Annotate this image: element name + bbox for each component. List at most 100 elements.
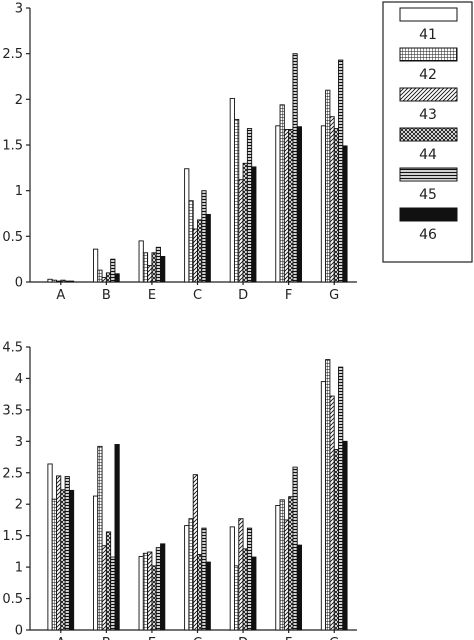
x-tick-label: F [285,288,292,303]
bar-B-42 [97,269,103,283]
bar-F-46 [296,544,302,631]
y-tick-label: 0 [15,276,23,291]
x-tick-label: C [193,288,202,303]
x-tick-label: A [56,288,65,303]
bar-F-41 [275,125,281,283]
bar-C-44 [197,219,203,283]
bar-E-46 [160,255,166,283]
legend-swatch-41 [399,7,458,22]
bar-E-43 [147,551,153,631]
bar-E-44 [151,565,157,631]
legend-label-43: 43 [419,107,437,123]
bar-B-43 [101,276,107,283]
bar-G-43 [329,116,335,283]
bar-D-44 [242,162,248,283]
bar-D-45 [246,128,253,283]
bar-B-42 [97,445,103,631]
y-tick-label: 2 [15,93,23,108]
bar-G-41 [320,381,327,631]
bar-A-43 [56,475,62,631]
y-tick-label: 3 [15,2,23,17]
bar-A-45 [64,476,70,631]
legend-swatch-45 [399,167,458,182]
bar-E-43 [147,265,153,283]
x-tick-label: C [193,636,202,640]
bar-E-42 [142,252,149,283]
y-tick-label: 4.5 [2,341,23,356]
bar-C-44 [197,554,203,631]
bar-A-45 [64,280,70,283]
bar-F-42 [279,499,285,631]
y-tick-label: 1.5 [2,529,23,544]
bar-G-42 [325,89,331,283]
bar-C-41 [184,168,190,283]
bar-E-41 [138,240,144,283]
bar-G-45 [338,366,344,631]
bar-D-43 [238,179,244,283]
bar-F-43 [283,129,290,283]
bar-D-46 [251,166,257,283]
bar-E-41 [138,555,144,631]
bar-F-43 [283,519,290,631]
bar-G-43 [329,395,335,631]
bar-G-45 [338,59,344,283]
x-tick-label: D [238,288,248,303]
legend-label-42: 42 [419,67,437,83]
y-tick-label: 0 [15,624,23,639]
bar-A-46 [68,280,75,283]
y-tick-label: 2 [15,498,23,513]
bar-D-41 [229,526,235,631]
y-tick-label: 4 [15,372,23,387]
legend-label-44: 44 [419,147,437,163]
y-tick-label: 0.5 [2,230,23,245]
bar-C-45 [201,527,207,631]
bar-C-41 [184,525,190,631]
legend-label-46: 46 [419,227,437,243]
y-tick-label: 2.5 [2,466,23,481]
bar-B-46 [114,273,120,283]
bar-G-41 [320,125,327,283]
bar-G-46 [342,440,348,631]
bar-B-44 [105,531,112,631]
x-tick-label: D [238,636,248,640]
bar-C-42 [188,200,194,283]
legend-swatch-42 [399,47,458,62]
bar-G-42 [325,359,331,631]
legend-swatch-46 [399,207,458,222]
bar-A-44 [60,489,66,631]
bar-F-46 [296,126,302,283]
x-tick-label: E [148,288,156,303]
y-tick-label: 3 [15,435,23,450]
bar-C-43 [192,474,198,631]
bar-G-44 [333,449,339,631]
bar-D-43 [238,518,244,631]
y-tick-label: 1 [15,561,23,576]
bar-A-46 [68,489,75,631]
bar-A-42 [51,279,57,283]
bar-B-44 [105,272,112,283]
bar-E-45 [155,246,161,283]
legend: 41 42 43 44 45 46 [382,1,473,263]
y-tick-label: 3.5 [2,403,23,418]
bar-F-45 [292,53,298,283]
x-tick-label: B [102,636,111,640]
bar-D-41 [229,97,235,283]
bar-F-42 [279,104,285,283]
bar-A-44 [60,279,66,283]
x-tick-label: E [148,636,156,640]
bar-B-45 [110,258,116,283]
legend-label-45: 45 [419,187,437,203]
bar-F-44 [288,129,294,283]
bar-C-46 [205,561,211,631]
bar-C-43 [192,228,198,283]
chart-bottom: 0 0.5 1 1.5 2 2.5 3 3.5 4 4.5 A B E C D F G [2,341,357,640]
bar-B-46 [114,444,120,631]
bar-D-44 [242,548,248,631]
x-tick-label: F [285,636,292,640]
x-tick-label: G [329,636,339,640]
bar-D-42 [234,118,240,283]
bar-B-41 [93,248,99,283]
x-tick-label: A [56,636,65,640]
bar-E-45 [155,547,161,631]
